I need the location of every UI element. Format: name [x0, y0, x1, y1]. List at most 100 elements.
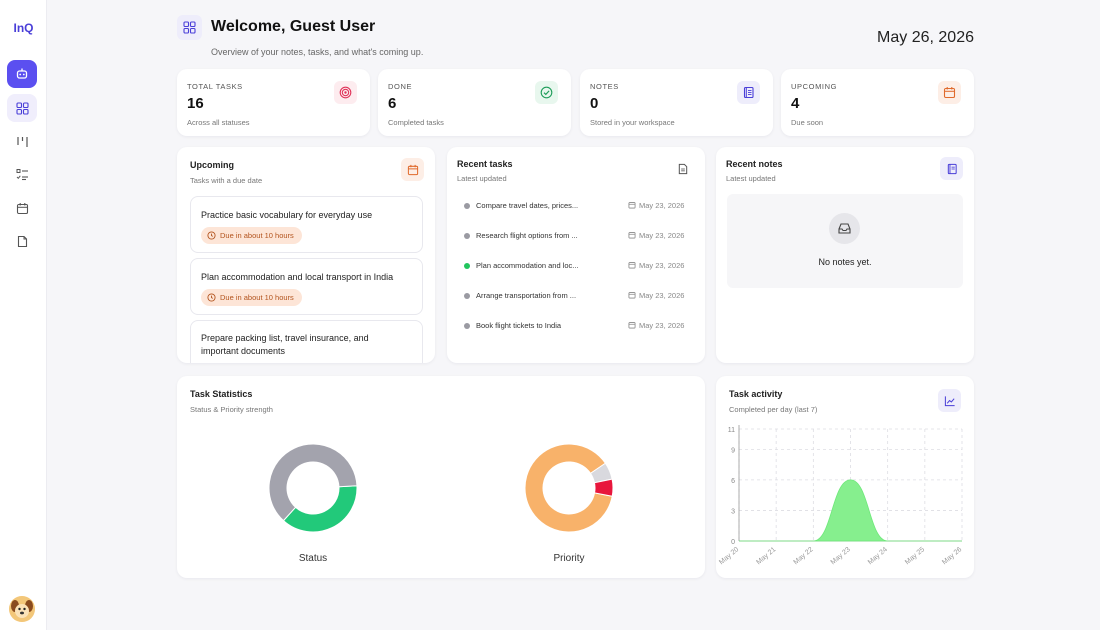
sidebar-item-calendar[interactable]	[7, 194, 37, 222]
x-tick-label: May 26	[941, 546, 963, 566]
upcoming-item-title: Prepare packing list, travel insurance, …	[201, 333, 369, 356]
stat-label: TOTAL TASKS	[187, 82, 243, 91]
panel-subtitle: Completed per day (last 7)	[729, 405, 818, 414]
stat-value: 16	[187, 95, 204, 112]
recent-task-name: Book flight tickets to India	[476, 321, 562, 330]
panel-icon	[671, 157, 694, 180]
recent-task-row[interactable]: Research flight options from ... May 23, …	[464, 229, 689, 243]
empty-state: No notes yet.	[727, 194, 963, 288]
check-circle-icon	[540, 86, 553, 99]
recent-notes-panel: Recent notes Latest updated No notes yet…	[716, 147, 974, 363]
due-badge-text: Due in about 10 hours	[220, 231, 294, 240]
x-tick-label: May 22	[793, 546, 815, 566]
task-statistics-panel: Task Statistics Status & Priority streng…	[177, 376, 705, 578]
clock-icon	[207, 293, 216, 302]
stat-label: DONE	[388, 82, 413, 91]
priority-slice[interactable]	[593, 478, 614, 497]
stat-note: Across all statuses	[187, 118, 250, 127]
panel-icon	[401, 158, 424, 181]
upcoming-item[interactable]: Practice basic vocabulary for everyday u…	[190, 196, 423, 253]
current-date: May 26, 2026	[877, 29, 974, 46]
y-tick-label: 3	[731, 508, 735, 515]
recent-task-name: Arrange transportation from ...	[476, 291, 577, 300]
due-badge: Due in about 10 hours	[201, 289, 302, 306]
panel-subtitle: Latest updated	[726, 174, 776, 183]
sidebar-item-tasks[interactable]	[7, 160, 37, 188]
x-tick-label: May 21	[755, 546, 777, 566]
status-slice[interactable]	[268, 443, 358, 522]
recent-task-date-text: May 23, 2026	[639, 261, 685, 270]
page-title: Welcome, Guest User	[211, 18, 376, 35]
task-activity-panel: Task activity Completed per day (last 7)…	[716, 376, 974, 578]
notebook-icon	[743, 86, 754, 99]
chart-icon	[944, 395, 955, 406]
calendar-icon	[943, 87, 956, 99]
user-avatar[interactable]	[9, 596, 35, 622]
sidebar-item-assistant[interactable]	[7, 60, 37, 88]
upcoming-item[interactable]: Prepare packing list, travel insurance, …	[190, 320, 423, 363]
checklist-icon	[16, 168, 28, 180]
due-badge-text: Due in about 10 hours	[220, 293, 294, 302]
panel-title: Recent tasks	[457, 159, 513, 169]
stat-card-done[interactable]: DONE 6 Completed tasks	[378, 69, 571, 136]
calendar-icon	[16, 202, 28, 214]
notebook-icon	[947, 163, 957, 174]
x-tick-label: May 20	[718, 546, 740, 566]
recent-task-date: May 23, 2026	[628, 231, 684, 240]
stat-note: Stored in your workspace	[590, 118, 675, 127]
file-icon	[17, 235, 27, 247]
page-subtitle: Overview of your notes, tasks, and what'…	[211, 47, 424, 57]
status-chart-label: Status	[298, 553, 328, 564]
sidebar-item-board[interactable]	[7, 127, 37, 155]
priority-slice[interactable]	[524, 443, 613, 533]
recent-task-date: May 23, 2026	[628, 261, 684, 270]
stat-icon	[938, 81, 961, 104]
stat-card-total-tasks[interactable]: TOTAL TASKS 16 Across all statuses	[177, 69, 370, 136]
stat-note: Completed tasks	[388, 118, 444, 127]
priority-chart-label: Priority	[553, 553, 585, 564]
recent-task-row[interactable]: Plan accommodation and loc... May 23, 202…	[464, 259, 689, 273]
activity-area[interactable]	[739, 479, 962, 542]
stat-card-notes[interactable]: NOTES 0 Stored in your workspace	[580, 69, 773, 136]
recent-task-row[interactable]: Arrange transportation from ... May 23, 2…	[464, 289, 689, 303]
recent-task-date-text: May 23, 2026	[639, 321, 685, 330]
calendar-icon	[628, 202, 636, 209]
app-logo[interactable]: InQ	[13, 21, 34, 35]
stat-value: 6	[388, 95, 397, 112]
recent-task-row[interactable]: Book flight tickets to India May 23, 2026	[464, 319, 689, 333]
sidebar-item-notes[interactable]	[7, 227, 37, 255]
panel-title: Task Statistics	[190, 389, 253, 399]
recent-task-date-text: May 23, 2026	[639, 291, 685, 300]
document-icon	[678, 163, 687, 174]
donut-charts	[268, 443, 614, 533]
inbox-icon	[829, 213, 860, 244]
robot-icon	[16, 68, 28, 79]
upcoming-item-title: Practice basic vocabulary for everyday u…	[201, 210, 373, 220]
x-tick-label: May 25	[904, 546, 926, 566]
dog-avatar-icon	[9, 596, 35, 622]
welcome-icon	[177, 15, 202, 40]
recent-task-name: Plan accommodation and loc...	[476, 261, 579, 270]
recent-task-date: May 23, 2026	[628, 291, 684, 300]
status-dot	[464, 203, 470, 209]
recent-task-date-text: May 23, 2026	[639, 231, 685, 240]
panel-subtitle: Tasks with a due date	[190, 176, 263, 185]
sidebar-item-dashboard[interactable]	[7, 94, 37, 122]
upcoming-item[interactable]: Plan accommodation and local transport i…	[190, 258, 423, 315]
panel-title: Recent notes	[726, 159, 783, 169]
recent-task-date: May 23, 2026	[628, 201, 684, 210]
stat-value: 0	[590, 95, 599, 112]
dashboard-grid-icon	[183, 21, 196, 34]
upcoming-panel: Upcoming Tasks with a due date Practice …	[177, 147, 435, 363]
stat-icon	[535, 81, 558, 104]
recent-task-row[interactable]: Compare travel dates, prices... May 23, 2…	[464, 199, 689, 213]
calendar-icon	[407, 164, 418, 175]
x-tick-label: May 23	[830, 546, 852, 566]
stat-card-upcoming[interactable]: UPCOMING 4 Due soon	[781, 69, 974, 136]
status-dot	[464, 263, 470, 269]
stat-icon	[334, 81, 357, 104]
status-dot	[464, 233, 470, 239]
stat-label: NOTES	[590, 82, 619, 91]
panel-icon	[938, 389, 961, 412]
kanban-icon	[16, 136, 28, 147]
